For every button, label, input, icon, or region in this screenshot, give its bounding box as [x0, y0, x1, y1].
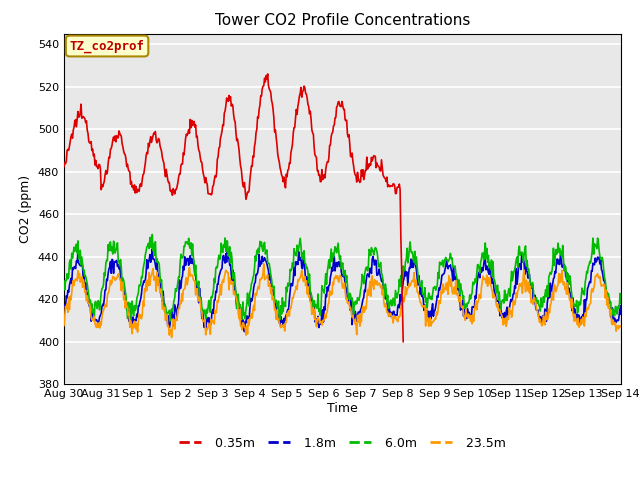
- Title: Tower CO2 Profile Concentrations: Tower CO2 Profile Concentrations: [214, 13, 470, 28]
- Legend:  0.35m,  1.8m,  6.0m,  23.5m: 0.35m, 1.8m, 6.0m, 23.5m: [173, 432, 511, 455]
- Y-axis label: CO2 (ppm): CO2 (ppm): [19, 175, 33, 243]
- Text: TZ_co2prof: TZ_co2prof: [70, 39, 145, 53]
- X-axis label: Time: Time: [327, 402, 358, 415]
